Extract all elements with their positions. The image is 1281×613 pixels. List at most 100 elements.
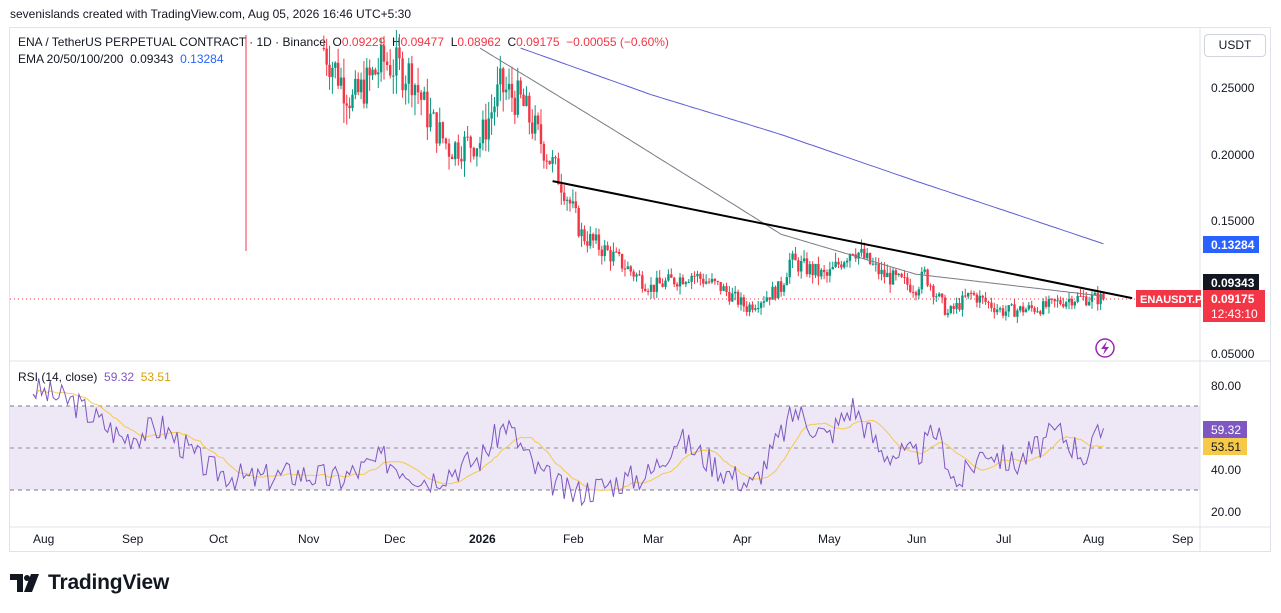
candle-body <box>548 160 551 164</box>
candle-body <box>834 261 837 267</box>
candle-body <box>620 253 624 269</box>
rsi-tick-1: 80.00 <box>1211 379 1241 393</box>
price-tick-4: 0.05000 <box>1211 347 1255 361</box>
candle-body <box>1067 298 1071 303</box>
candle-body <box>725 286 728 292</box>
candle-body <box>609 250 612 262</box>
candle-body <box>728 291 731 302</box>
close-label: C <box>507 35 517 49</box>
candle-body <box>1099 293 1102 305</box>
candle-body <box>831 266 834 270</box>
candle-body <box>888 272 892 285</box>
candle-body <box>1039 311 1042 315</box>
rsi-tick-3: 20.00 <box>1211 505 1241 519</box>
candle-body <box>903 276 906 278</box>
candle-body <box>791 253 794 260</box>
candle-body <box>863 248 866 259</box>
rsi-ma-badge <box>1203 438 1247 455</box>
candle-body <box>1016 310 1019 317</box>
ema-200-line <box>520 47 1104 245</box>
candle-body <box>742 297 746 307</box>
rsi-label: RSI (14, close) <box>18 370 98 384</box>
candle-body <box>374 69 377 75</box>
candle-body <box>516 80 519 115</box>
currency-button[interactable]: USDT <box>1204 34 1266 57</box>
last-price-badge <box>1203 290 1265 322</box>
candle-body <box>696 273 699 277</box>
candle-body <box>542 143 546 161</box>
candle-body <box>545 160 548 162</box>
candle-body <box>589 234 592 246</box>
candle-body <box>880 269 883 275</box>
candle-body <box>757 307 760 309</box>
rsi-legend[interactable]: RSI (14, close) 59.32 53.51 <box>18 370 171 384</box>
price-tick-3: 0.15000 <box>1211 214 1255 228</box>
candle-body <box>499 68 502 85</box>
candle-body <box>768 297 771 300</box>
trendline[interactable] <box>552 180 1133 300</box>
candle-body <box>1102 293 1105 300</box>
candle-body <box>325 48 328 65</box>
candle-body <box>707 281 711 283</box>
candle-body <box>820 269 823 277</box>
candle-body <box>731 293 734 302</box>
ema-50-badge-text: 0.09343 <box>1211 276 1255 290</box>
candle-body <box>365 67 368 104</box>
ema-value-1: 0.09343 <box>130 52 174 66</box>
candle-body <box>1036 311 1039 313</box>
candle-body <box>940 293 944 298</box>
candle-body <box>568 199 572 204</box>
candle-body <box>469 136 472 148</box>
candle-body <box>1082 296 1085 298</box>
candle-body <box>911 291 915 293</box>
candle-body <box>1044 301 1048 307</box>
time-label-apr: Apr <box>733 532 752 546</box>
rsi-ma-badge-text: 53.51 <box>1211 440 1241 454</box>
candle-body <box>345 103 348 106</box>
candle-body <box>560 184 563 193</box>
price-tick-1: 0.25000 <box>1211 81 1255 95</box>
candle-body <box>1050 298 1054 300</box>
candle-body <box>513 97 517 115</box>
candle-body <box>401 58 404 91</box>
chart-frame <box>9 27 1271 552</box>
candle-body <box>779 281 783 292</box>
candle-body <box>774 286 777 299</box>
candle-body <box>644 288 647 291</box>
candle-body <box>615 251 618 253</box>
candle-body <box>623 268 627 270</box>
low-label: L <box>450 35 458 49</box>
candle-body <box>398 47 401 59</box>
lightning-icon[interactable] <box>1095 338 1115 358</box>
main-legend[interactable]: ENA / TetherUS PERPETUAL CONTRACT · 1D ·… <box>18 35 669 49</box>
candle-body <box>771 286 774 300</box>
candle-body <box>949 306 952 314</box>
candle-body <box>998 308 1002 310</box>
candle-body <box>1085 296 1088 306</box>
candle-body <box>392 75 395 77</box>
candle-body <box>1079 295 1082 297</box>
candle-body <box>843 262 846 268</box>
candle-body <box>419 92 423 100</box>
rsi-value-badge <box>1203 421 1247 438</box>
candle-body <box>736 291 740 305</box>
tradingview-logo[interactable]: TradingView <box>10 571 169 595</box>
candle-body <box>1019 306 1022 311</box>
candle-body <box>533 115 537 134</box>
candle-body <box>765 297 768 302</box>
candle-body <box>496 84 499 107</box>
candle-body <box>702 278 705 284</box>
candle-body <box>413 85 417 96</box>
candle-body <box>1093 292 1097 295</box>
candle-body <box>1073 301 1076 306</box>
candle-body <box>475 148 479 157</box>
candle-body <box>745 306 748 312</box>
candle-body <box>805 258 809 275</box>
countdown-text: 12:43:10 <box>1211 307 1258 321</box>
candle-body <box>897 273 900 275</box>
candle-body <box>920 271 923 290</box>
candle-body <box>1027 305 1031 310</box>
ema-legend[interactable]: EMA 20/50/100/200 0.09343 0.13284 <box>18 52 224 66</box>
candle-body <box>551 157 554 164</box>
